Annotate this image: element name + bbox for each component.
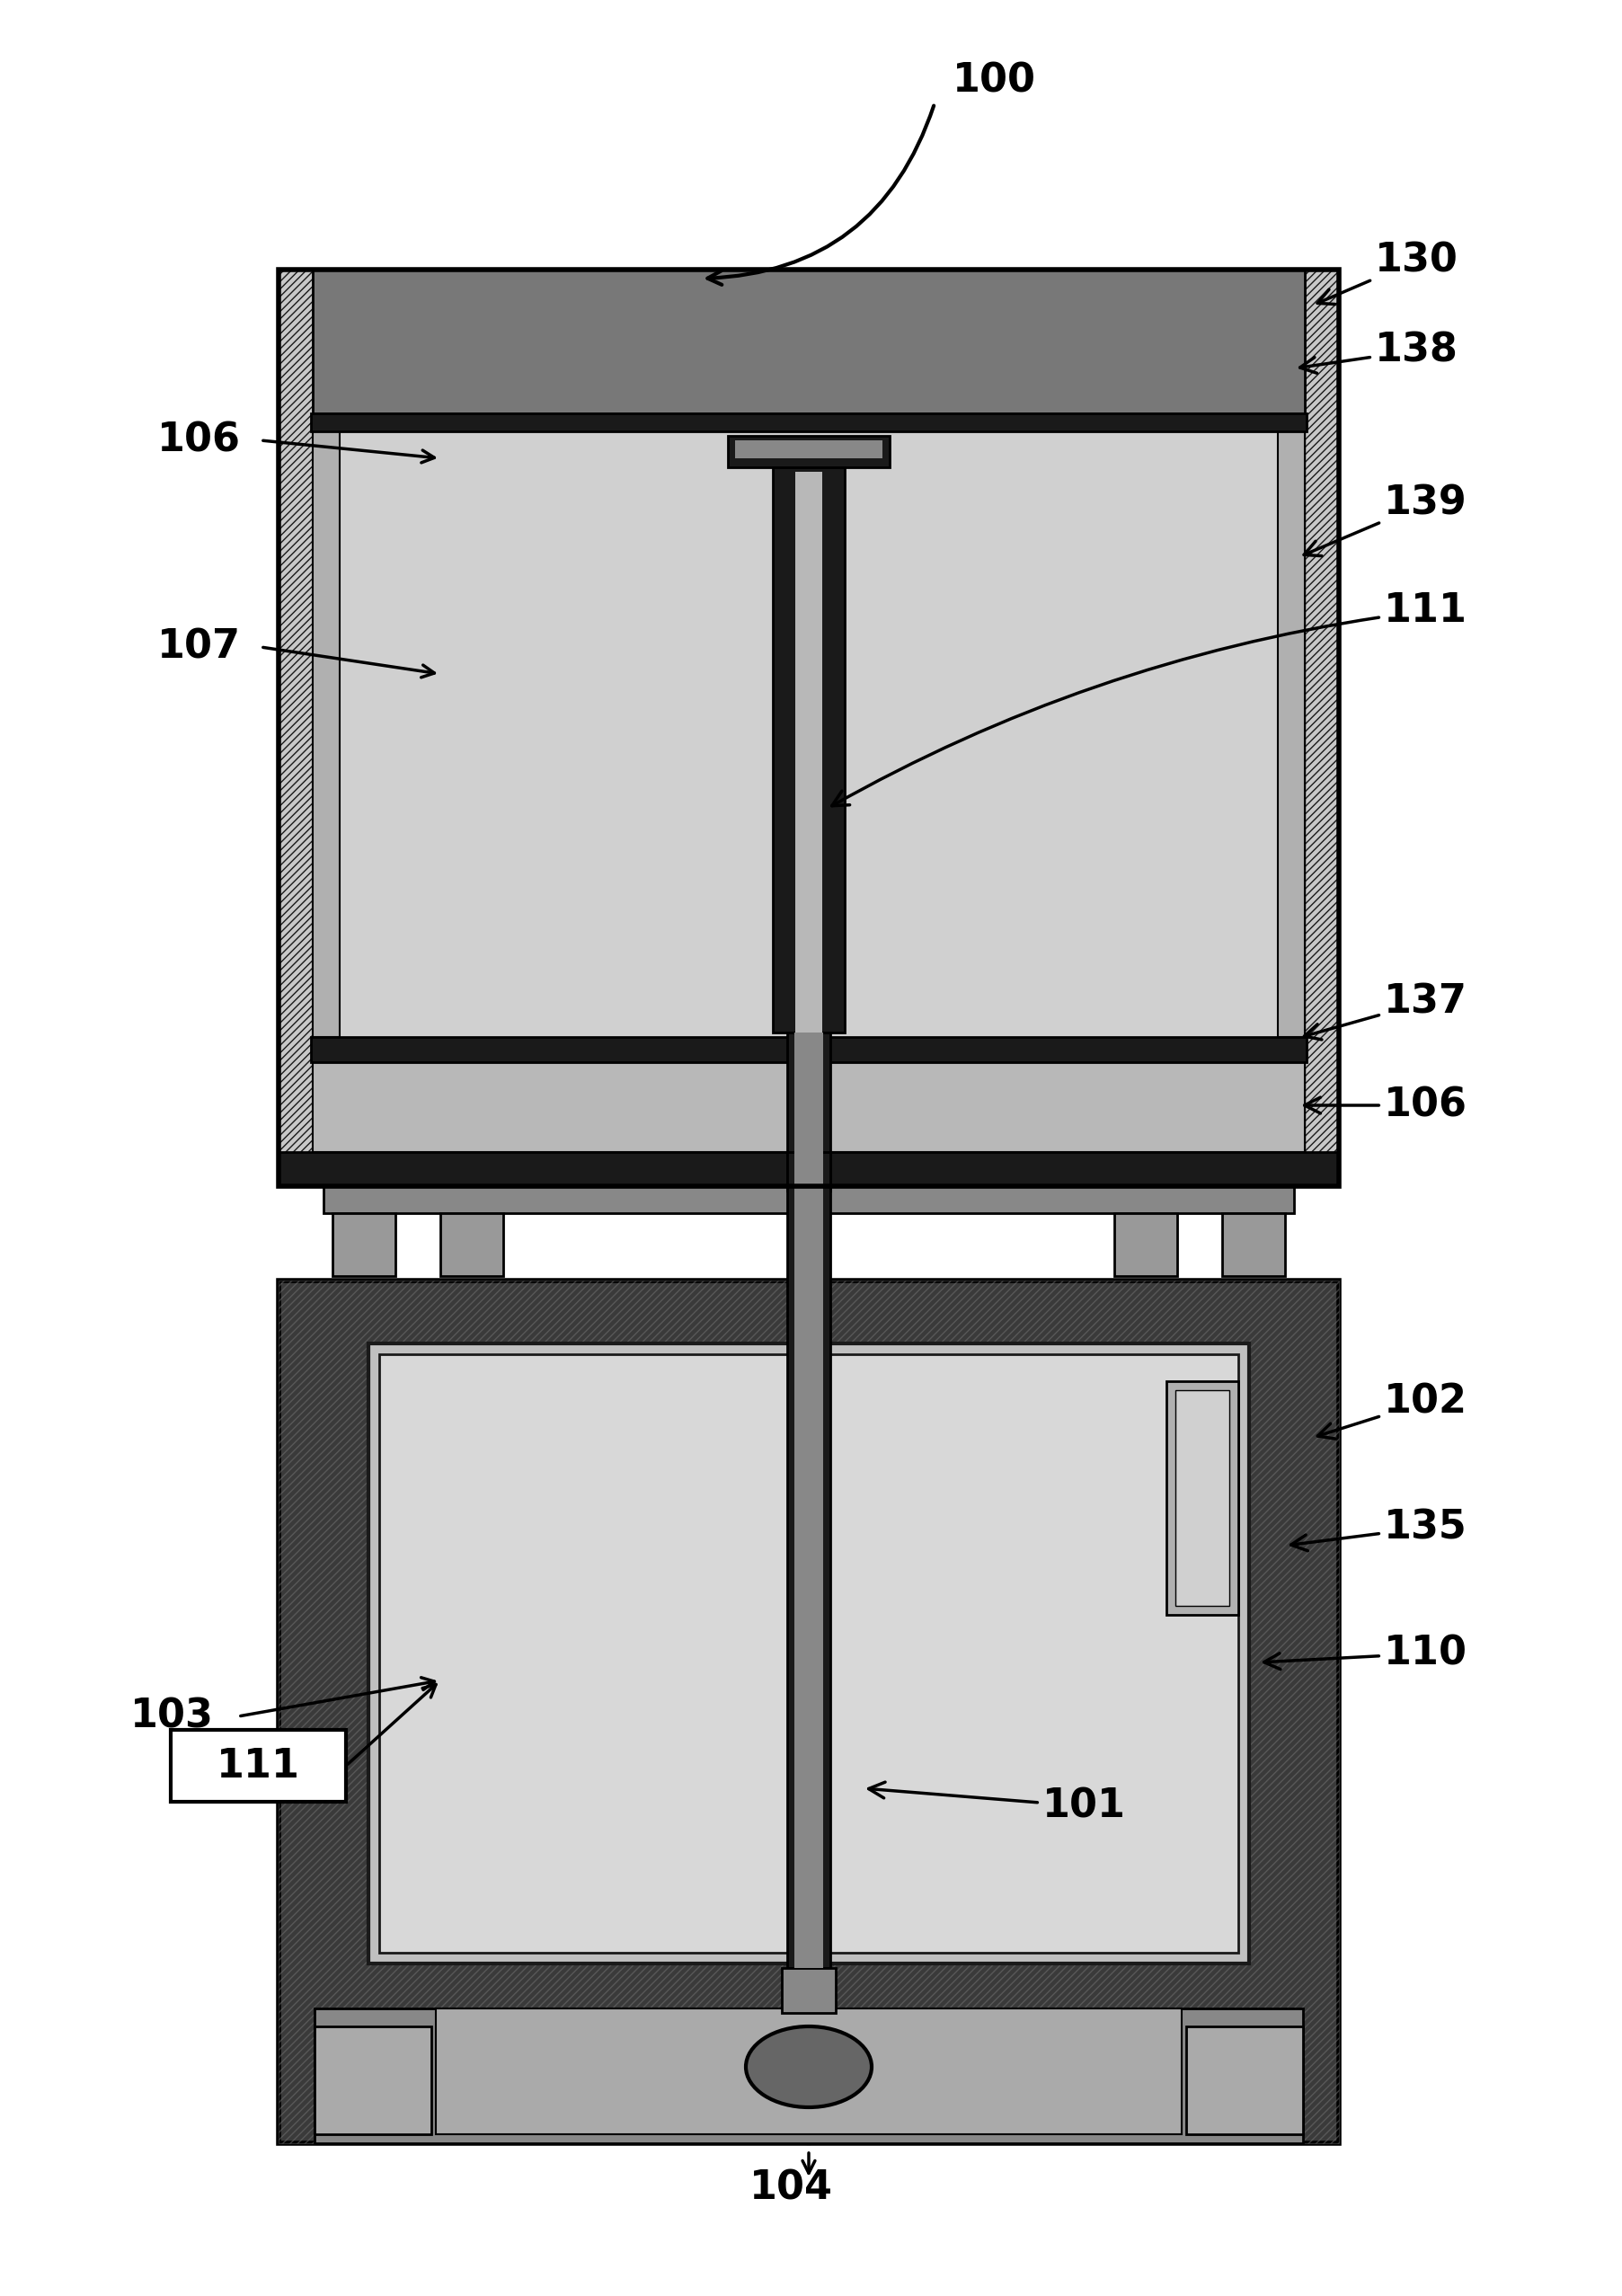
Bar [782, 1968, 835, 2014]
Bar [311, 413, 1306, 432]
Text: 137: 137 [1304, 983, 1466, 1040]
Bar [795, 471, 822, 1029]
Bar [313, 432, 1304, 1038]
FancyArrowPatch shape [801, 2154, 814, 2174]
Bar [436, 2009, 1181, 2135]
Bar [1277, 432, 1304, 1038]
Bar [795, 996, 822, 1033]
Bar [313, 432, 339, 1038]
FancyArrowPatch shape [707, 106, 933, 285]
Text: 135: 135 [1289, 1508, 1466, 1550]
Bar [793, 1033, 822, 1192]
Bar [793, 1153, 822, 1968]
Bar [333, 1212, 396, 1277]
Bar [313, 1063, 1304, 1153]
Ellipse shape [746, 2027, 871, 2108]
Text: 130: 130 [1317, 241, 1458, 303]
Text: 106: 106 [157, 420, 240, 459]
Text: 102: 102 [1317, 1382, 1466, 1440]
Bar [279, 1281, 1338, 2142]
Bar [1114, 1212, 1176, 1277]
Bar [1166, 1382, 1238, 1614]
FancyArrowPatch shape [240, 1678, 435, 1715]
Bar [279, 1281, 1338, 2142]
Bar [1174, 1389, 1228, 1605]
FancyArrowPatch shape [263, 647, 435, 677]
Text: 100: 100 [952, 62, 1035, 101]
Bar [440, 1212, 503, 1277]
Text: 104: 104 [749, 2170, 832, 2206]
Bar [1186, 2027, 1302, 2135]
Bar [735, 441, 882, 459]
FancyArrowPatch shape [263, 441, 435, 464]
Bar [279, 1153, 1338, 1187]
Bar [772, 468, 843, 1033]
Text: 138: 138 [1299, 331, 1458, 374]
Text: 107: 107 [157, 627, 240, 666]
Bar [311, 1038, 1306, 1063]
Text: 106: 106 [1304, 1086, 1466, 1125]
Text: 110: 110 [1264, 1635, 1466, 1674]
Bar [787, 1153, 830, 1968]
Bar [728, 436, 889, 468]
Text: 111: 111 [832, 592, 1466, 806]
Text: 103: 103 [130, 1697, 214, 1736]
Bar [315, 2027, 431, 2135]
Text: 111: 111 [216, 1747, 300, 1784]
Text: 101: 101 [868, 1782, 1126, 1825]
Bar [315, 2009, 1302, 2142]
Bar [787, 1033, 830, 1192]
Bar [1304, 269, 1338, 1187]
Text: 139: 139 [1304, 484, 1466, 556]
Bar [323, 1187, 1293, 1212]
Bar [279, 269, 1338, 1187]
Bar [313, 269, 1304, 413]
Bar [1221, 1212, 1285, 1277]
Bar [368, 1343, 1249, 1963]
Bar [380, 1355, 1238, 1952]
Bar [279, 269, 313, 1187]
FancyArrowPatch shape [347, 1685, 436, 1763]
Bar [170, 1729, 345, 1802]
